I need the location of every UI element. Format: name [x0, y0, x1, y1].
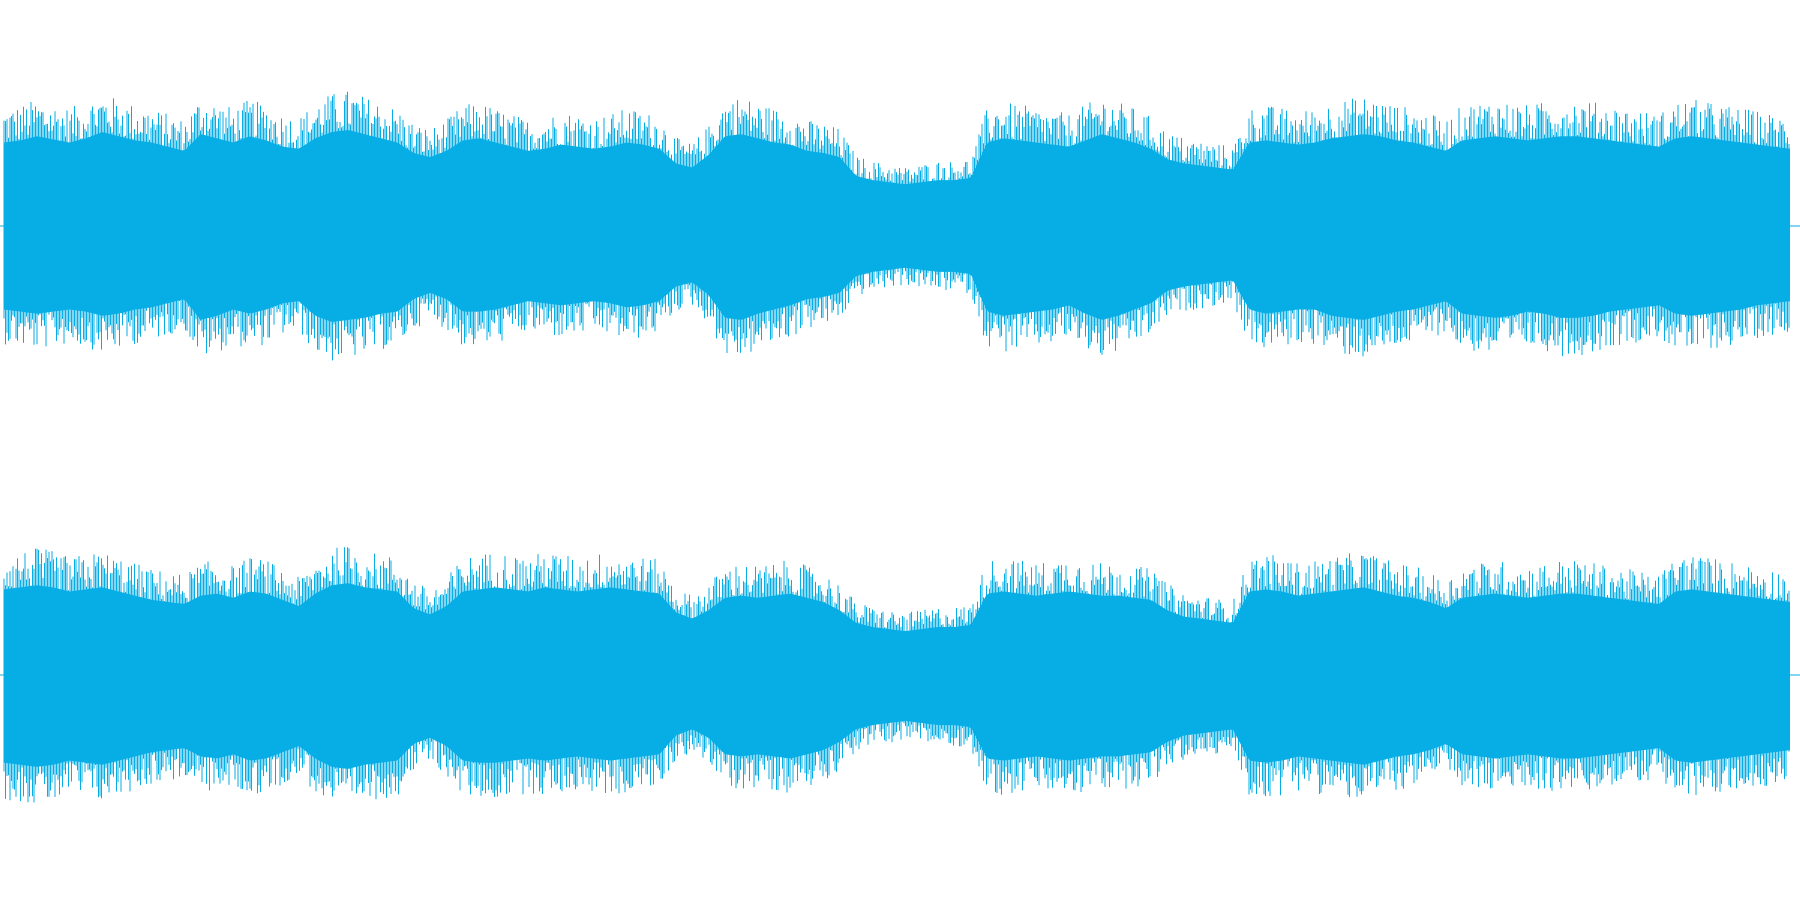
left-channel-peaks [3, 91, 1790, 361]
channel-right-waveform [0, 547, 1800, 803]
channel-left-waveform [0, 91, 1800, 361]
